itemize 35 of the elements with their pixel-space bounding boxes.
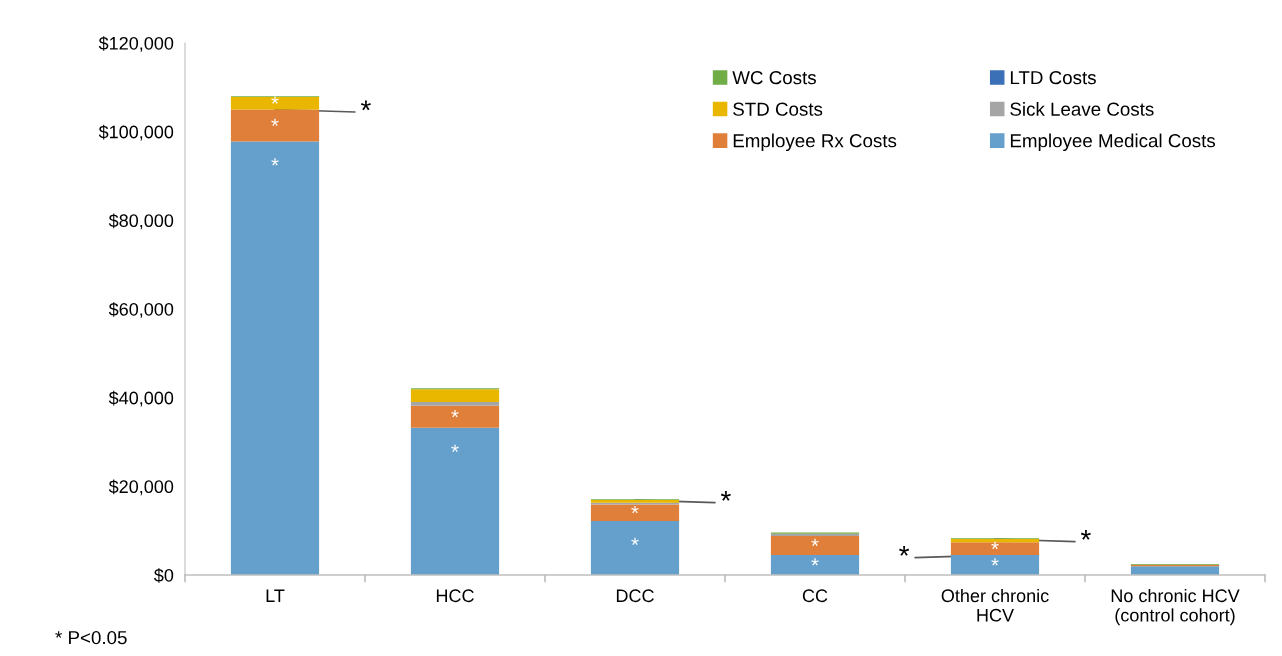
annotation: *	[899, 546, 910, 556]
y-tick-label: $80,000	[108, 213, 174, 230]
y-tick-label: $40,000	[108, 390, 174, 407]
legend-label: LTD Costs	[1010, 71, 1096, 85]
x-tick-label: Other chronic HCV	[941, 588, 1049, 622]
legend-label: STD Costs	[733, 102, 823, 116]
y-tick-label: $0	[154, 568, 174, 583]
data-label: *	[811, 538, 819, 547]
data-label: *	[991, 558, 999, 566]
legend-label: Sick Leave Costs	[1010, 102, 1154, 116]
data-label: *	[271, 118, 279, 126]
x-tick-label: HCC	[436, 589, 474, 603]
annotation: *	[720, 491, 731, 501]
y-tick-label: $120,000	[98, 36, 174, 52]
legend-label: Employee Medical Costs	[1010, 133, 1216, 152]
data-label: *	[271, 158, 279, 166]
y-tick-label: $100,000	[98, 124, 174, 141]
data-label: *	[991, 541, 999, 550]
x-tick-label: No chronic HCV (control cohort)	[1111, 588, 1240, 626]
x-tick-label: DCC	[616, 589, 654, 603]
data-label: *	[631, 537, 639, 546]
text: * P<0.05	[55, 631, 127, 645]
x-tick-label: CC	[802, 589, 828, 603]
data-label: *	[811, 558, 819, 566]
data-label: *	[451, 409, 459, 418]
legend-label: Employee Rx Costs	[733, 133, 897, 152]
data-label: *	[271, 96, 279, 104]
legend-label: WC Costs	[732, 71, 816, 85]
annotation: *	[360, 100, 371, 111]
y-tick-label: $60,000	[108, 302, 174, 318]
x-tick-label: LT	[266, 589, 285, 602]
data-label: *	[451, 444, 459, 452]
annotation: *	[1080, 530, 1091, 540]
data-label: *	[631, 505, 639, 514]
y-tick-label: $20,000	[108, 479, 174, 496]
